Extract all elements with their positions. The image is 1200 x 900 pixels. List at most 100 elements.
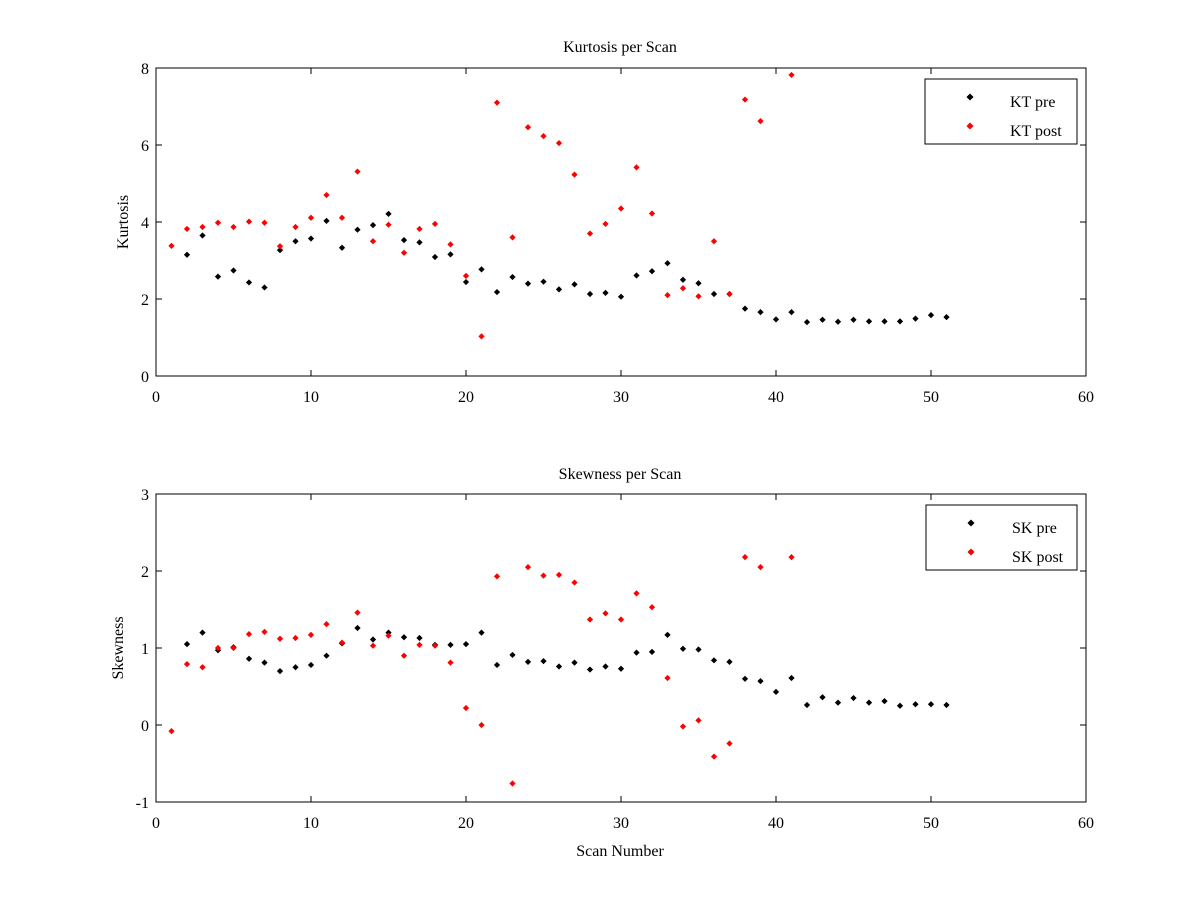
skewness-x-tick-label: 60 — [1078, 815, 1094, 832]
kurtosis-post-point — [183, 225, 191, 233]
skewness-post-point — [509, 780, 516, 787]
skewness-pre-point — [927, 701, 935, 708]
skewness-post-point — [741, 554, 749, 561]
kurtosis-post-point — [462, 272, 470, 280]
skewness-post-point — [168, 728, 175, 735]
skewness-pre-point — [571, 659, 578, 666]
kurtosis-legend: KT pre KT post — [924, 78, 1078, 145]
skewness-pre-point — [199, 629, 206, 636]
skewness-pre-point — [788, 674, 795, 682]
kurtosis-post-point — [478, 333, 485, 340]
skewness-post-point — [416, 641, 423, 649]
skewness-post-point — [478, 721, 485, 729]
kurtosis-post-point — [276, 243, 284, 250]
kurtosis-x-tick-label: 20 — [458, 389, 474, 406]
kurtosis-pre-point — [540, 278, 547, 285]
skewness-post-point — [571, 579, 578, 586]
kurtosis-pre-point — [478, 266, 485, 273]
skewness-post-point — [323, 621, 330, 628]
kurtosis-pre-point — [710, 290, 718, 298]
skewness-post-point — [633, 590, 640, 597]
kurtosis-x-tick-label: 40 — [768, 389, 784, 406]
skewness-pre-point — [943, 701, 950, 709]
skewness-post-point — [757, 564, 764, 571]
skewness-pre-point — [292, 664, 299, 671]
skewness-post-point — [788, 554, 795, 561]
skewness-post-point — [586, 616, 594, 623]
kurtosis-pre-point — [865, 318, 873, 325]
skewness-legend: SK pre SK post — [925, 504, 1078, 571]
skewness-legend-marker-pre — [967, 519, 975, 527]
skewness-pre-point — [261, 659, 268, 666]
skewness-post-point — [369, 642, 377, 649]
skewness-x-tick-label: 50 — [923, 815, 939, 832]
kurtosis-x-tick-label: 60 — [1078, 389, 1094, 406]
kurtosis-legend-marker-pre — [966, 93, 974, 101]
skewness-post-point — [695, 717, 702, 724]
skewness-x-tick-label: 30 — [613, 815, 629, 832]
skewness-pre-point — [679, 645, 687, 652]
skewness-post-point — [261, 628, 268, 635]
kurtosis-pre-point — [695, 280, 702, 287]
skewness-y-tick-label: 0 — [141, 718, 149, 735]
skewness-post-point — [338, 639, 346, 646]
kurtosis-x-tick-label: 10 — [303, 389, 319, 406]
skewness-post-point — [664, 674, 671, 682]
kurtosis-pre-point — [509, 273, 516, 281]
skewness-pre-point — [586, 666, 594, 673]
skewness-pre-point — [524, 658, 532, 665]
kurtosis-post-point — [695, 293, 702, 300]
skewness-pre-point — [462, 641, 470, 648]
skewness-pre-point — [803, 701, 811, 709]
skewness-pre-point — [850, 694, 857, 702]
kurtosis-post-point — [726, 290, 733, 298]
skewness-pre-point — [664, 631, 671, 639]
skewness-pre-point — [865, 699, 873, 706]
skewness-x-tick-label: 0 — [152, 815, 160, 832]
skewness-pre-point — [695, 646, 702, 653]
kurtosis-title: Kurtosis per Scan — [563, 39, 677, 56]
kurtosis-pre-point — [896, 318, 904, 325]
kurtosis-legend-marker-post — [966, 122, 974, 130]
skewness-points — [168, 554, 950, 787]
skewness-pre-point — [757, 677, 764, 685]
kurtosis-pre-point — [834, 318, 842, 325]
skewness-y-tick-label: 2 — [141, 564, 149, 581]
kurtosis-pre-point — [602, 289, 609, 296]
skewness-post-point — [447, 659, 454, 666]
skewness-pre-point — [602, 663, 609, 670]
kurtosis-y-axis-label: Kurtosis — [115, 195, 132, 249]
kurtosis-pre-point — [261, 284, 268, 291]
kurtosis-post-point — [664, 292, 671, 299]
skewness-x-tick-label: 40 — [768, 815, 784, 832]
skewness-pre-point — [912, 701, 919, 708]
skewness-pre-point — [540, 657, 547, 665]
skewness-pre-point — [726, 658, 733, 665]
kurtosis-y-tick-label: 4 — [141, 215, 149, 232]
skewness-x-tick-label: 10 — [303, 815, 319, 832]
skewness-y-tick-label: 3 — [141, 487, 149, 504]
skewness-post-point — [385, 632, 392, 639]
kurtosis-post-point — [168, 242, 175, 249]
kurtosis-y-tick-label: 0 — [141, 369, 149, 386]
skewness-pre-point — [710, 657, 718, 664]
skewness-post-point — [617, 616, 625, 623]
kurtosis-y-tick-label: 2 — [141, 292, 149, 309]
kurtosis-post-point — [292, 223, 299, 231]
kurtosis-pre-point — [586, 290, 594, 298]
skewness-legend-box — [925, 504, 1078, 571]
skewness-pre-point — [648, 648, 656, 655]
skewness-legend-marker-post — [967, 548, 975, 556]
skewness-pre-point — [307, 661, 315, 669]
skewness-post-point — [431, 642, 439, 649]
kurtosis-pre-point — [881, 318, 888, 325]
skewness-pre-point — [772, 688, 780, 696]
skewness-legend-label-post: SK post — [1012, 549, 1064, 566]
skewness-post-point — [648, 604, 656, 611]
skewness-post-point — [292, 634, 299, 642]
kurtosis-legend-box — [924, 78, 1078, 145]
skewness-post-point — [726, 740, 733, 747]
skewness-pre-point — [741, 675, 749, 682]
skewness-panel: Skewness per Scan Skewness Scan Number 0… — [110, 466, 1094, 860]
